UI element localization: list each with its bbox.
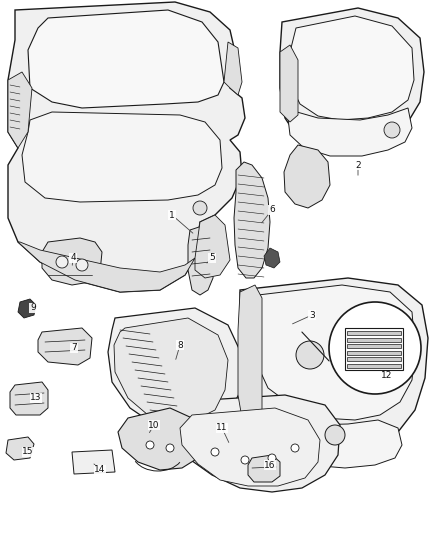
Bar [345, 328, 403, 370]
Circle shape [384, 122, 400, 138]
Polygon shape [234, 162, 270, 278]
Polygon shape [238, 278, 428, 455]
Circle shape [56, 256, 68, 268]
Text: 9: 9 [30, 303, 36, 312]
Text: 13: 13 [30, 393, 42, 402]
Bar [347, 337, 401, 342]
Text: 15: 15 [22, 448, 34, 456]
Text: 1: 1 [169, 211, 175, 220]
Text: 7: 7 [71, 343, 77, 352]
Text: 2: 2 [355, 160, 361, 169]
Text: 11: 11 [216, 424, 228, 432]
Text: 5: 5 [209, 254, 215, 262]
Polygon shape [168, 395, 340, 492]
Text: 16: 16 [264, 461, 276, 470]
Polygon shape [180, 408, 320, 486]
Circle shape [329, 302, 421, 394]
Polygon shape [118, 408, 200, 470]
Circle shape [296, 341, 324, 369]
Polygon shape [28, 10, 224, 108]
Circle shape [241, 456, 249, 464]
Polygon shape [248, 455, 280, 482]
Text: 8: 8 [177, 341, 183, 350]
Bar [347, 344, 401, 348]
Polygon shape [10, 382, 48, 415]
Polygon shape [195, 215, 230, 278]
Circle shape [325, 425, 345, 445]
Polygon shape [260, 420, 402, 468]
Bar [347, 364, 401, 367]
Polygon shape [42, 238, 102, 285]
Polygon shape [280, 45, 298, 122]
Polygon shape [108, 308, 242, 432]
Bar [347, 357, 401, 361]
Polygon shape [238, 285, 262, 425]
Polygon shape [114, 318, 228, 422]
Polygon shape [188, 225, 215, 295]
Text: 14: 14 [94, 465, 106, 474]
Polygon shape [6, 437, 34, 460]
Polygon shape [8, 72, 32, 148]
Polygon shape [38, 328, 92, 365]
Polygon shape [288, 108, 412, 156]
Circle shape [291, 444, 299, 452]
Circle shape [193, 201, 207, 215]
Polygon shape [280, 8, 424, 152]
Circle shape [166, 444, 174, 452]
Polygon shape [255, 285, 415, 420]
Text: 6: 6 [269, 206, 275, 214]
Polygon shape [284, 145, 330, 208]
Circle shape [76, 259, 88, 271]
Polygon shape [8, 2, 245, 292]
Circle shape [211, 448, 219, 456]
Polygon shape [18, 242, 195, 292]
Polygon shape [72, 450, 115, 474]
Polygon shape [290, 16, 414, 120]
Circle shape [146, 441, 154, 449]
Polygon shape [22, 112, 222, 202]
Polygon shape [264, 248, 280, 268]
Text: 4: 4 [70, 254, 76, 262]
Polygon shape [18, 299, 36, 318]
Circle shape [268, 454, 276, 462]
Bar [347, 351, 401, 354]
Polygon shape [224, 42, 242, 95]
Text: 3: 3 [309, 311, 315, 319]
Text: 10: 10 [148, 421, 160, 430]
Bar [347, 331, 401, 335]
Text: 12: 12 [381, 372, 393, 381]
